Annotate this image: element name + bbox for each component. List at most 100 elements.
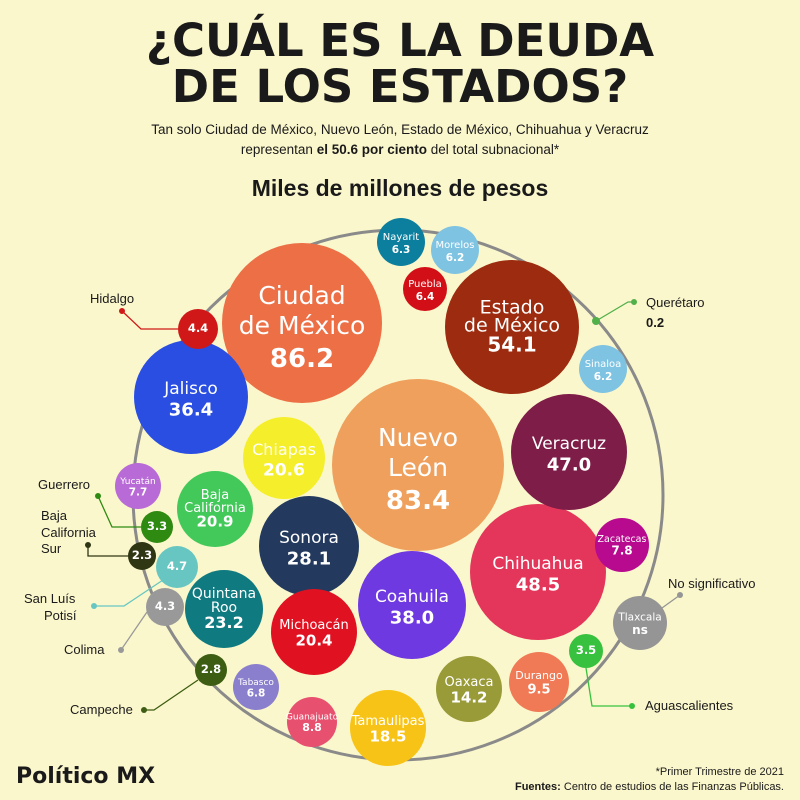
footnote-note: *Primer Trimestre de 2021 bbox=[655, 766, 784, 778]
bubble-circle bbox=[233, 664, 279, 710]
bubble-value: 38.0 bbox=[390, 608, 434, 629]
bubble-value: 7.8 bbox=[611, 544, 632, 558]
bubble-circle bbox=[470, 504, 606, 640]
bubble-value: 48.5 bbox=[516, 575, 560, 596]
bubble-label: Chihuahua bbox=[492, 554, 583, 574]
bubble-circle bbox=[431, 226, 479, 274]
bubble-value: 9.5 bbox=[527, 682, 550, 697]
bubble-label: Morelos bbox=[436, 240, 475, 251]
bubble-label: Baja bbox=[201, 488, 229, 503]
bubble-label: Roo bbox=[211, 600, 237, 616]
subtitle: Tan solo Ciudad de México, Nuevo León, E… bbox=[60, 120, 740, 160]
callout-label: California bbox=[41, 525, 97, 540]
subtitle-post: del total subnacional* bbox=[427, 142, 560, 157]
callout-label: Potisí bbox=[44, 608, 77, 623]
bubble-label: Ciudad bbox=[258, 281, 345, 310]
subtitle-line-1: Tan solo Ciudad de México, Nuevo León, E… bbox=[151, 122, 649, 137]
bubble-label: Quintana bbox=[192, 586, 256, 602]
bubble-value: 3.3 bbox=[147, 519, 167, 533]
bubble-circle bbox=[243, 417, 325, 499]
bubble-label: Zacatecas bbox=[598, 534, 647, 545]
bubble-value: 7.7 bbox=[129, 486, 148, 498]
callout-san-luis-potisi: San Luís Potisí bbox=[24, 579, 164, 623]
bubble-label: Yucatán bbox=[119, 477, 155, 487]
bubble-value: ns bbox=[632, 623, 648, 637]
bubble-label: Coahuila bbox=[375, 587, 449, 607]
bubble-circle bbox=[115, 463, 161, 509]
subtitle-highlight: el 50.6 por ciento bbox=[316, 142, 427, 157]
bubble-label: de México bbox=[239, 311, 366, 340]
callout-label: San Luís bbox=[24, 591, 76, 606]
bubble-label: Tlaxcala bbox=[617, 612, 661, 624]
callout-campeche: Campeche bbox=[70, 679, 199, 717]
callout-line bbox=[120, 611, 148, 651]
callout-label: Campeche bbox=[70, 702, 133, 717]
callout-dot bbox=[118, 647, 124, 653]
callout-dot bbox=[631, 299, 637, 305]
bubble-circle bbox=[579, 345, 627, 393]
title-line-1: ¿CUÁL ES LA DEUDA bbox=[145, 14, 655, 67]
callout-line bbox=[87, 545, 128, 557]
bubble-circle bbox=[436, 656, 502, 722]
callout-label: Baja bbox=[41, 508, 68, 523]
bubble-campeche: 2.8 bbox=[195, 654, 227, 686]
page-title: ¿CUÁL ES LA DEUDA DE LOS ESTADOS? bbox=[0, 18, 800, 110]
callout-dot bbox=[119, 308, 125, 314]
callout-guerrero: Guerrero bbox=[38, 477, 141, 528]
bubble-circle bbox=[403, 267, 447, 311]
callout-label: Aguascalientes bbox=[645, 698, 734, 713]
bubble-value: 6.4 bbox=[416, 291, 435, 303]
bubble-value: 6.8 bbox=[247, 687, 266, 699]
unit-label: Miles de millones de pesos bbox=[251, 175, 549, 201]
bubble-circle bbox=[141, 511, 173, 543]
bubble-circle bbox=[178, 309, 218, 349]
bubble-value: 8.8 bbox=[302, 721, 322, 734]
callout-tlaxcala: No significativo bbox=[661, 576, 755, 609]
bubble-label: Tamaulipas bbox=[351, 714, 425, 729]
bubble-label: Sonora bbox=[279, 528, 339, 548]
title-line-2: DE LOS ESTADOS? bbox=[171, 60, 629, 113]
sources-text: Centro de estudios de las Finanzas Públi… bbox=[560, 781, 784, 793]
callout-dot bbox=[677, 592, 683, 598]
callout-line bbox=[97, 495, 141, 528]
bubble-value: 2.3 bbox=[132, 548, 152, 562]
sources-label: Fuentes: bbox=[514, 781, 561, 793]
callout-label: Colima bbox=[64, 642, 105, 657]
bubble-guerrero: 3.3 bbox=[141, 511, 173, 543]
bubble-label: Sinaloa bbox=[585, 359, 622, 370]
callout-hidalgo: Hidalgo bbox=[90, 291, 178, 330]
callout-dot bbox=[85, 542, 91, 548]
bubble-value: 20.4 bbox=[295, 632, 332, 650]
bubble-value: 20.9 bbox=[196, 513, 233, 531]
bubble-label: California bbox=[184, 501, 246, 516]
callout-label: Sur bbox=[41, 541, 62, 556]
bubble-circle bbox=[287, 697, 337, 747]
bubble-label: Nayarit bbox=[383, 232, 420, 243]
bubble-value: 83.4 bbox=[386, 486, 450, 516]
bubble-value: 20.6 bbox=[263, 460, 305, 480]
bubble-value: 3.5 bbox=[576, 643, 596, 657]
bubble-label: Tabasco bbox=[237, 678, 274, 688]
bubble-circle bbox=[613, 596, 667, 650]
bubble-circle bbox=[271, 589, 357, 675]
bubble-san-luis-potisi: 4.7 bbox=[156, 546, 198, 588]
bubble-value: 14.2 bbox=[450, 689, 487, 707]
bubble-value: 23.2 bbox=[204, 613, 243, 632]
bubble-label: Chiapas bbox=[252, 440, 316, 459]
bubble-circle bbox=[134, 340, 248, 454]
callout-aguascalientes: Aguascalientes bbox=[585, 667, 734, 713]
